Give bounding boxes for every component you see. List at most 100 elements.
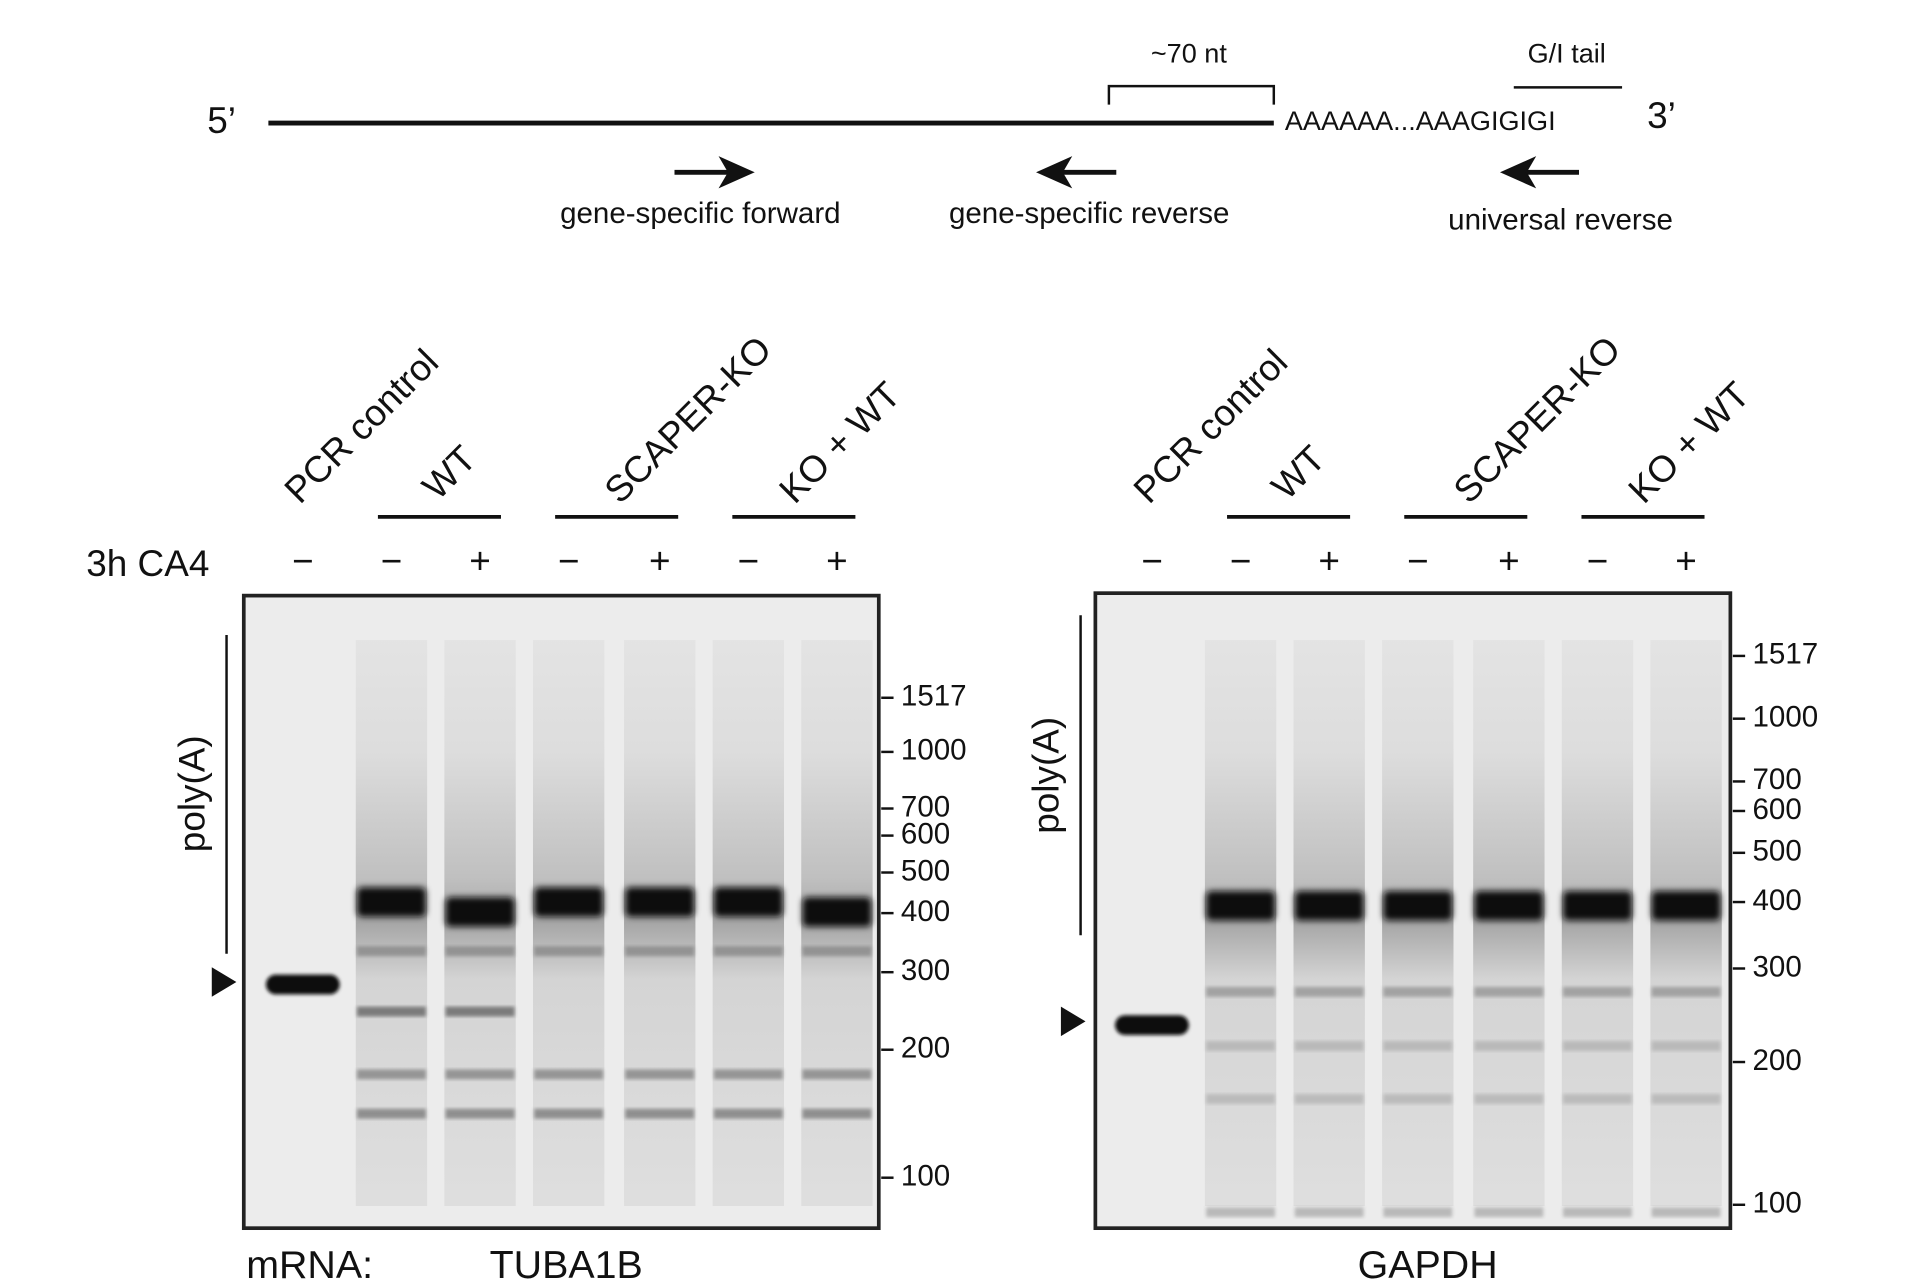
lane-smear: [1650, 639, 1722, 1207]
ladder-label: 1000: [1753, 700, 1819, 733]
minor-band: [1294, 1207, 1364, 1218]
three-prime: 3’: [1647, 95, 1676, 136]
gel-frame: [1093, 591, 1733, 1231]
minor-band: [1651, 1094, 1721, 1104]
treatment-sign: −: [738, 540, 760, 581]
tail-label: G/I tail: [1528, 38, 1606, 69]
arrow-reverse-head: [1036, 156, 1073, 189]
minor-band: [1563, 1207, 1632, 1218]
lane-smear: [1561, 639, 1634, 1207]
minor-band: [1563, 1041, 1632, 1051]
minor-band: [1294, 1041, 1364, 1051]
main-band: [713, 887, 783, 917]
minor-band: [1383, 1207, 1453, 1218]
ladder-label: 100: [1753, 1187, 1802, 1220]
treatment-sign: −: [1230, 540, 1252, 581]
group-label: SCAPER-KO: [1446, 328, 1629, 511]
minor-band: [1383, 1094, 1453, 1104]
minor-band: [802, 946, 872, 957]
group-label: KO + WT: [1620, 374, 1757, 511]
bracket: [1107, 84, 1276, 105]
treatment-sign: −: [381, 540, 403, 581]
ladder-label: 500: [1753, 835, 1802, 868]
main-band: [1651, 890, 1721, 921]
primer-label: gene-specific reverse: [949, 197, 1230, 230]
lane-smear: [624, 639, 696, 1207]
bracket-label: ~70 nt: [1151, 38, 1227, 69]
lane-smear: [712, 639, 785, 1207]
ladder-label: 500: [901, 854, 950, 887]
main-band: [1294, 890, 1364, 921]
treatment-sign: −: [558, 540, 580, 581]
ladder-label: 600: [1753, 793, 1802, 826]
arrow-forward-head: [718, 156, 755, 189]
main-band: [1383, 890, 1453, 921]
tail-sequence: AAAAAA...AAAGIGIGI: [1285, 105, 1556, 136]
ladder-label: 1000: [901, 734, 967, 767]
lane-smear: [1293, 639, 1365, 1207]
minor-band: [713, 1108, 783, 1119]
lane-smear: [1382, 639, 1454, 1207]
minor-band: [1474, 986, 1544, 997]
lane-smear: [1204, 639, 1277, 1207]
treatment-sign: +: [1675, 540, 1697, 581]
ladder-label: 200: [1753, 1044, 1802, 1077]
group-label: SCAPER-KO: [597, 328, 780, 511]
ladder-label: 300: [901, 954, 950, 987]
treatment-sign: −: [1141, 540, 1163, 581]
treatment-sign: −: [1587, 540, 1609, 581]
mrna-label: mRNA:: [246, 1243, 373, 1286]
treatment-label: 3h CA4: [86, 543, 209, 584]
minor-band: [356, 946, 426, 957]
minor-band: [1294, 1094, 1364, 1104]
ladder-label: 200: [901, 1032, 950, 1065]
minor-band: [1294, 986, 1364, 997]
main-band: [1474, 890, 1544, 921]
pcr-band: [265, 974, 340, 995]
treatment-sign: −: [1407, 540, 1429, 581]
arrow-universal-head: [1499, 156, 1537, 189]
treatment-sign: +: [1318, 540, 1340, 581]
minor-band: [1474, 1041, 1544, 1051]
minor-band: [713, 1069, 783, 1080]
main-band: [1206, 890, 1276, 921]
minor-band: [1206, 986, 1276, 997]
ladder-label: 700: [1753, 763, 1802, 796]
gel-frame: [241, 593, 881, 1231]
minor-band: [356, 1069, 426, 1080]
ladder-label: 1517: [901, 680, 967, 713]
minor-band: [1651, 1207, 1721, 1218]
lane-smear: [532, 639, 605, 1207]
minor-band: [713, 946, 783, 957]
polya-label: poly(A): [171, 735, 212, 852]
ladder-label: 100: [901, 1160, 950, 1193]
minor-band: [534, 946, 604, 957]
ladder-label: 700: [901, 790, 950, 823]
mrna-name: TUBA1B: [490, 1243, 643, 1286]
main-band: [1563, 890, 1632, 921]
minor-band: [625, 946, 695, 957]
primer-arrows: [674, 156, 1580, 189]
band-marker: [211, 967, 237, 997]
ladder-label: 600: [901, 817, 950, 850]
minor-band: [534, 1069, 604, 1080]
minor-band: [356, 1006, 426, 1017]
minor-band: [1563, 986, 1632, 997]
minor-band: [1474, 1207, 1544, 1218]
group-label: WT: [1264, 438, 1334, 508]
minor-band: [625, 1069, 695, 1080]
minor-band: [1206, 1094, 1276, 1104]
treatment-sign: +: [826, 540, 848, 581]
minor-band: [802, 1069, 872, 1080]
ladder-label: 400: [1753, 884, 1802, 917]
lane-smear: [1473, 639, 1545, 1207]
minor-band: [534, 1108, 604, 1119]
minor-band: [445, 1069, 515, 1080]
minor-band: [802, 1108, 872, 1119]
minor-band: [445, 1108, 515, 1119]
five-prime: 5’: [207, 100, 236, 141]
minor-band: [1206, 1207, 1276, 1218]
ladder-label: 300: [1753, 950, 1802, 983]
